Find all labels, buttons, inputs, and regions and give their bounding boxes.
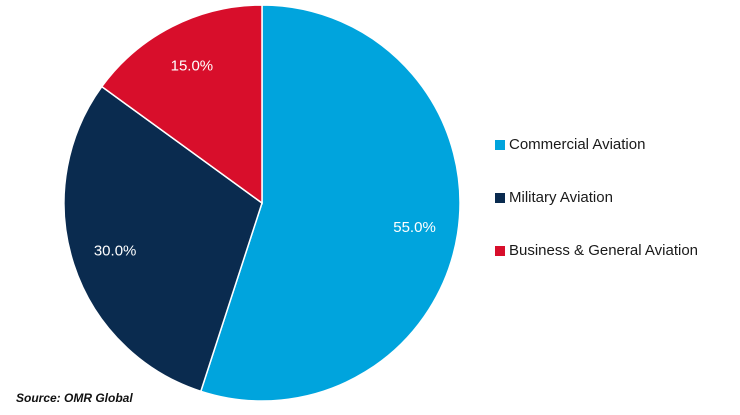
pie-slice-business-general-aviation <box>100 4 263 205</box>
legend-swatch-commercial-aviation <box>495 139 505 150</box>
legend-item-commercial-aviation: Commercial Aviation <box>495 118 698 171</box>
data-label-business-general-aviation: 15.0% <box>171 57 214 74</box>
legend-item-business-general-aviation: Business & General Aviation <box>495 224 698 277</box>
source-note: Source: OMR Global <box>16 391 133 405</box>
legend-label-military-aviation: Military Aviation <box>509 188 613 206</box>
legend-swatch-business-general-aviation <box>495 245 505 256</box>
data-label-commercial-aviation: 55.0% <box>393 219 436 236</box>
data-label-military-aviation: 30.0% <box>94 243 137 260</box>
legend-item-military-aviation: Military Aviation <box>495 171 698 224</box>
legend-label-business-general-aviation: Business & General Aviation <box>509 241 699 259</box>
legend-swatch-military-aviation <box>495 192 505 203</box>
pie-slice-military-aviation <box>63 85 263 393</box>
pie-slice-commercial-aviation <box>199 4 461 402</box>
legend: Commercial Aviation Military Aviation Bu… <box>495 118 698 277</box>
legend-label-commercial-aviation: Commercial Aviation <box>509 135 646 153</box>
